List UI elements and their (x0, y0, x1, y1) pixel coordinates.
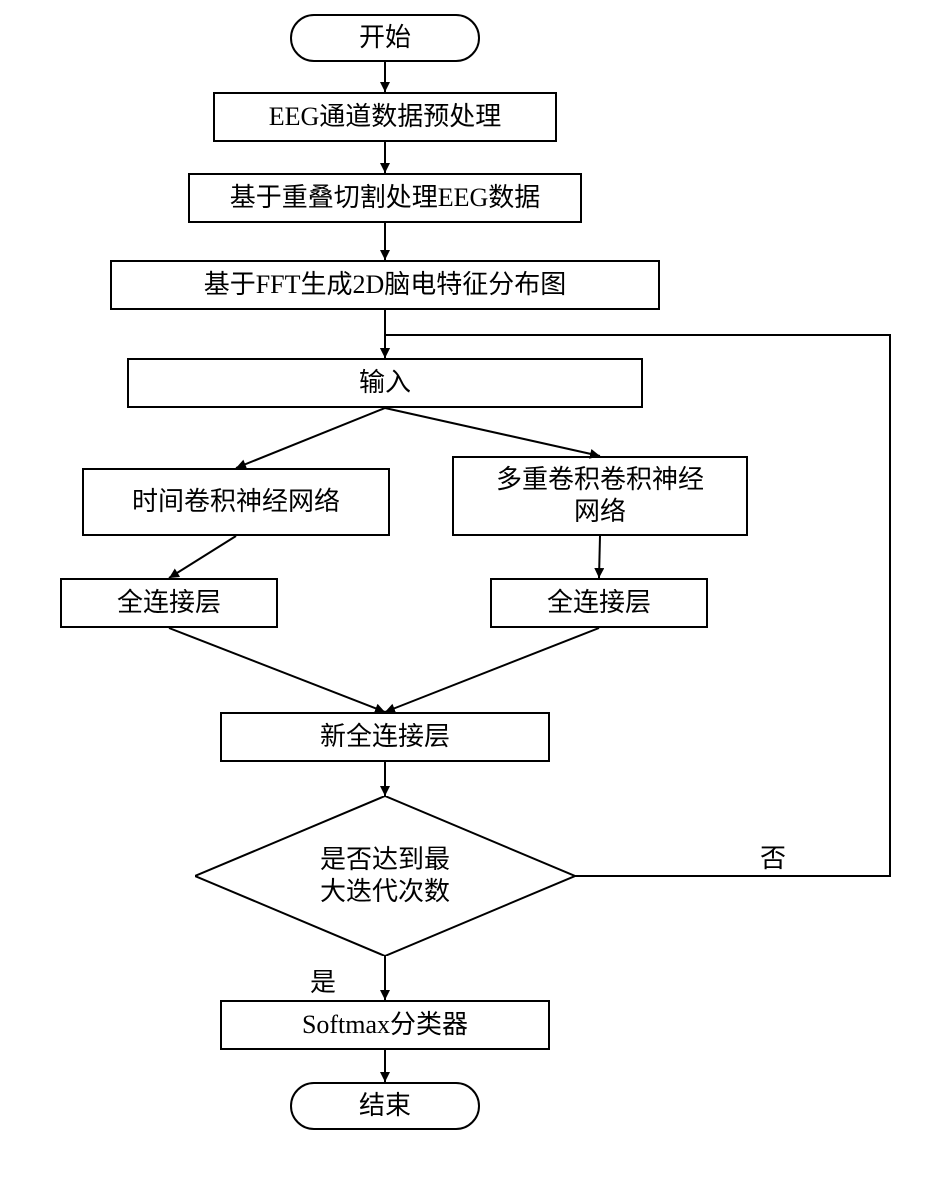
node-time-cnn-label: 时间卷积神经网络 (132, 486, 340, 519)
end-node: 结束 (290, 1082, 480, 1130)
node-fft: 基于FFT生成2D脑电特征分布图 (110, 260, 660, 310)
edge-label-yes: 是 (310, 962, 336, 999)
node-overlap: 基于重叠切割处理EEG数据 (188, 173, 582, 223)
node-input-label: 输入 (359, 367, 411, 400)
start-label: 开始 (359, 22, 411, 55)
start-node: 开始 (290, 14, 480, 62)
decision-node: 是否达到最大迭代次数 (195, 796, 575, 956)
node-preprocess: EEG通道数据预处理 (213, 92, 557, 142)
decision-label-text: 是否达到最大迭代次数 (320, 844, 450, 909)
node-fc-left-label: 全连接层 (117, 587, 221, 620)
edge-label-no: 否 (760, 838, 786, 875)
node-fft-label: 基于FFT生成2D脑电特征分布图 (204, 269, 567, 302)
node-fc-right-label: 全连接层 (547, 587, 651, 620)
node-fc-left: 全连接层 (60, 578, 278, 628)
node-softmax: Softmax分类器 (220, 1000, 550, 1050)
node-multi-cnn: 多重卷积卷积神经网络 (452, 456, 748, 536)
node-overlap-label: 基于重叠切割处理EEG数据 (230, 182, 541, 215)
decision-label: 是否达到最大迭代次数 (195, 796, 575, 956)
node-input: 输入 (127, 358, 643, 408)
node-multi-cnn-label: 多重卷积卷积神经网络 (496, 464, 704, 529)
node-time-cnn: 时间卷积神经网络 (82, 468, 390, 536)
node-preprocess-label: EEG通道数据预处理 (269, 101, 502, 134)
node-fc-right: 全连接层 (490, 578, 708, 628)
node-new-fc: 新全连接层 (220, 712, 550, 762)
end-label: 结束 (359, 1090, 411, 1123)
node-softmax-label: Softmax分类器 (302, 1009, 468, 1042)
node-new-fc-label: 新全连接层 (320, 721, 450, 754)
